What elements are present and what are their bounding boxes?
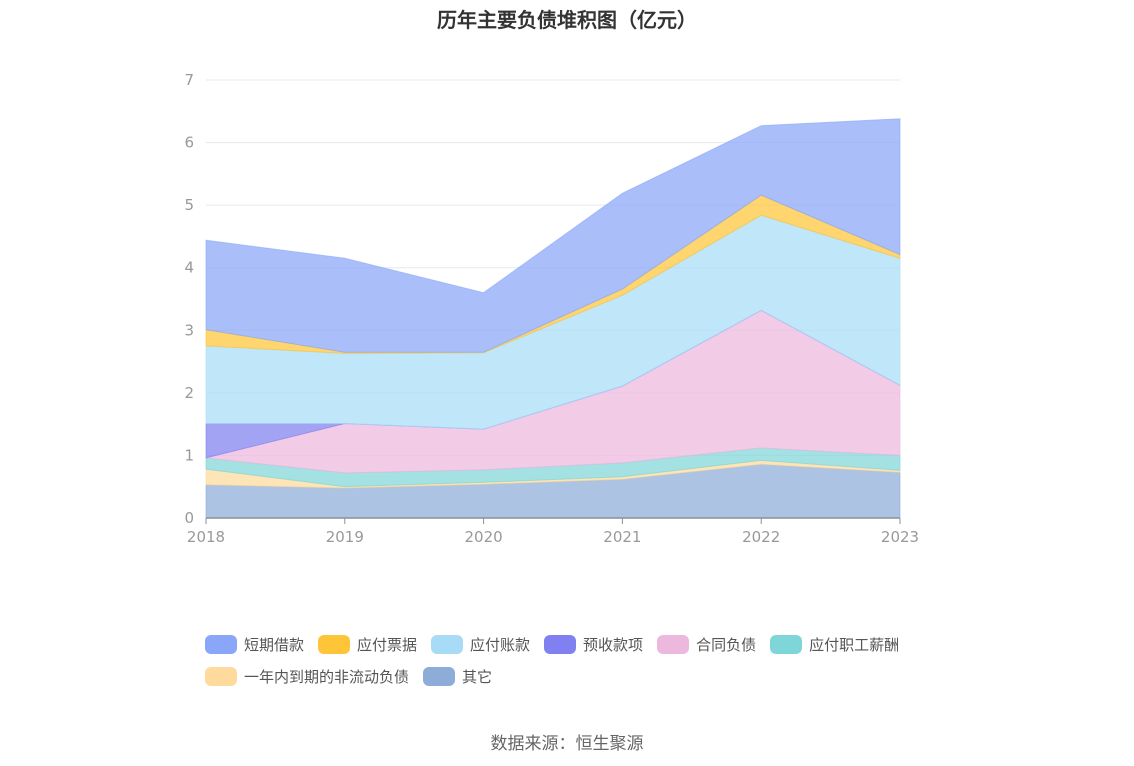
x-tick-label: 2018 xyxy=(187,528,225,546)
legend-item[interactable]: 合同负债 xyxy=(657,628,756,660)
x-tick-label: 2021 xyxy=(603,528,641,546)
y-tick-label: 1 xyxy=(184,446,194,464)
legend-swatch xyxy=(205,666,237,686)
legend-label: 短期借款 xyxy=(244,635,305,654)
legend-item[interactable]: 其它 xyxy=(423,660,492,692)
y-tick-label: 7 xyxy=(184,71,194,89)
legend-swatch xyxy=(770,634,803,654)
legend-label: 应付账款 xyxy=(470,635,531,654)
legend-item[interactable]: 应付票据 xyxy=(318,628,417,660)
y-tick-label: 5 xyxy=(184,196,194,214)
legend-label: 预收款项 xyxy=(583,635,644,654)
legend: 短期借款 应付票据 应付账款 预收款项 合同负债 应付职工薪酬一年内到期的非流动负债 其它 xyxy=(205,628,965,692)
data-source: 数据来源：恒生聚源 xyxy=(490,734,644,754)
legend-item[interactable]: 一年内到期的非流动负债 xyxy=(205,660,409,692)
y-tick-label: 3 xyxy=(184,321,194,339)
x-tick-label: 2019 xyxy=(326,528,364,546)
x-tick-label: 2023 xyxy=(881,528,919,546)
legend-label: 其它 xyxy=(462,667,493,686)
legend-item[interactable]: 应付职工薪酬 xyxy=(770,628,899,660)
x-tick-label: 2020 xyxy=(465,528,503,546)
y-tick-label: 2 xyxy=(184,384,194,402)
y-tick-label: 0 xyxy=(184,509,194,527)
legend-swatch xyxy=(657,634,690,654)
legend-label: 一年内到期的非流动负债 xyxy=(244,667,410,686)
legend-swatch xyxy=(431,634,464,654)
chart-title: 历年主要负债堆积图（亿元） xyxy=(437,8,697,32)
chart-plot: 0 1 2 3 4 5 6 7 2018 2019 2020 2021 2022 2023 xyxy=(184,71,919,546)
y-tick-label: 4 xyxy=(184,259,194,277)
legend-swatch xyxy=(423,666,456,686)
legend-swatch xyxy=(205,634,237,654)
area-series-7 xyxy=(205,118,901,353)
legend-label: 应付职工薪酬 xyxy=(809,635,900,654)
legend-item[interactable]: 预收款项 xyxy=(544,628,643,660)
y-tick-label: 6 xyxy=(184,134,194,152)
legend-swatch xyxy=(544,634,577,654)
legend-label: 应付票据 xyxy=(357,635,418,654)
legend-item[interactable]: 短期借款 xyxy=(205,628,304,660)
axes: 0 1 2 3 4 5 6 7 2018 2019 2020 2021 2022 2023 xyxy=(184,71,919,546)
legend-item[interactable]: 应付账款 xyxy=(431,628,530,660)
legend-swatch xyxy=(318,634,351,654)
x-tick-label: 2022 xyxy=(742,528,780,546)
area-series-group xyxy=(205,118,901,519)
legend-label: 合同负债 xyxy=(696,635,757,654)
